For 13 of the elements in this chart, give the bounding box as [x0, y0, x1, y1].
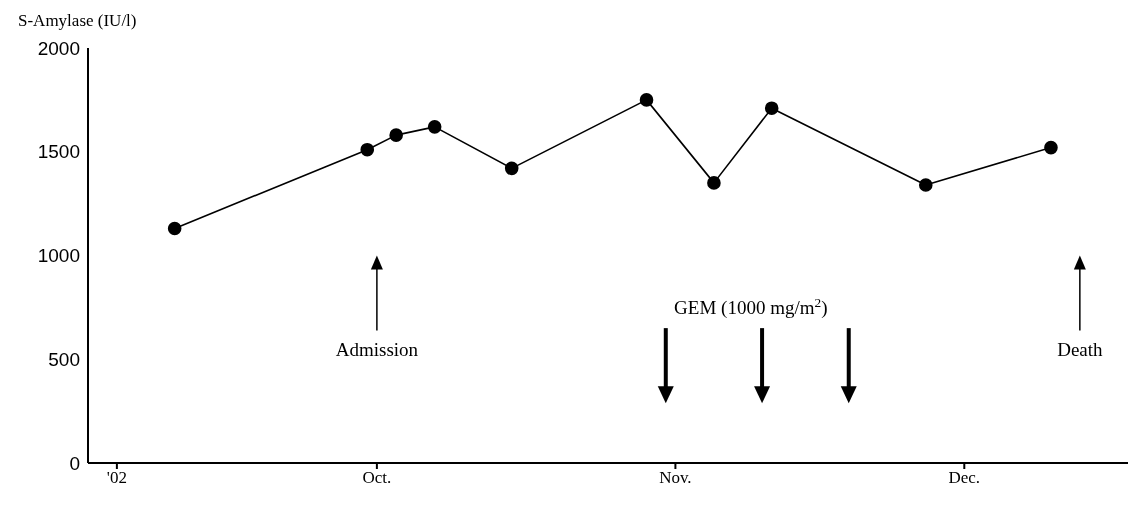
ref-line-label: GEM (1000 mg/m$^{2}$): [674, 294, 828, 320]
y-axis-title: S-Amylase (IU/l): [18, 11, 137, 30]
y-tick-label: 0: [69, 452, 80, 474]
y-tick-label: 1000: [37, 245, 80, 267]
ref-line-label: Death: [1057, 338, 1104, 360]
x-tick-label: '02: [106, 468, 127, 488]
y-tick-label: 500: [48, 348, 80, 370]
x-tick-label: Oct.: [362, 468, 392, 488]
x-tick-label: Dec.: [948, 468, 981, 488]
ref-line-label: Admission: [335, 338, 419, 360]
x-tick-label: Nov.: [659, 468, 692, 488]
y-tick-label: 1500: [37, 141, 80, 163]
y-tick-label: 2000: [37, 37, 80, 59]
